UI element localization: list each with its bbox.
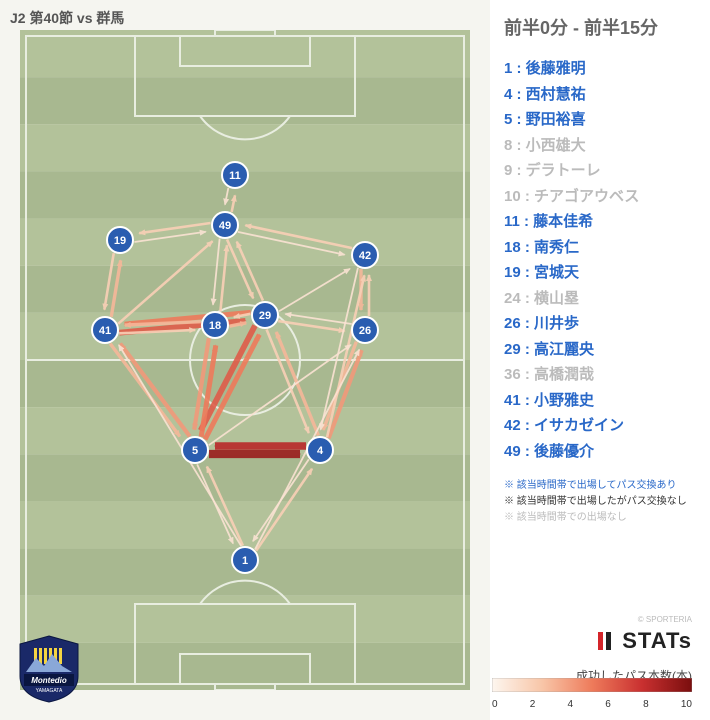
player-item: 49 : 後藤優介 [504,439,700,465]
stats-logo-text: STATs [622,628,692,654]
svg-text:18: 18 [209,320,221,332]
player-item: 8 : 小西雄大 [504,133,700,159]
stats-bar-black [606,632,611,650]
scale-tick: 8 [643,699,649,710]
scale-tick: 2 [530,699,536,710]
player-item: 29 : 高江麗央 [504,337,700,363]
player-list: 1 : 後藤雅明4 : 西村慧祐5 : 野田裕喜8 : 小西雄大9 : デラトー… [504,56,700,464]
scale-gradient [492,678,692,692]
player-item: 1 : 後藤雅明 [504,56,700,82]
svg-text:41: 41 [99,325,111,337]
svg-text:29: 29 [259,310,271,322]
note-active: ※ 該当時間帯で出場してパス交換あり [504,478,700,494]
svg-text:49: 49 [219,220,231,232]
notes: ※ 該当時間帯で出場してパス交換あり ※ 該当時間帯で出場したがパス交換なし ※… [504,478,700,526]
time-range: 前半0分 - 前半15分 [504,14,700,40]
player-item: 9 : デラトーレ [504,158,700,184]
svg-text:4: 4 [317,445,324,457]
player-item: 42 : イサカゼイン [504,413,700,439]
note-absent: ※ 該当時間帯での出場なし [504,510,700,526]
club-badge: Montedio YAMAGATA [14,634,84,704]
scale-tick: 0 [492,699,498,710]
svg-text:1: 1 [242,555,248,567]
pitch-svg: 1 4 5 11 18 19 26 29 41 42 49 [20,30,470,690]
svg-text:42: 42 [359,250,371,262]
scale-bar: 0 2 4 6 8 10 [492,678,692,710]
player-item: 18 : 南秀仁 [504,235,700,261]
svg-text:26: 26 [359,325,371,337]
player-item: 36 : 高橋潤哉 [504,362,700,388]
player-item: 26 : 川井歩 [504,311,700,337]
stats-bar-red [598,632,603,650]
player-item: 24 : 横山塁 [504,286,700,312]
svg-text:5: 5 [192,445,198,457]
copyright-text: © SPORTERIA [638,615,692,624]
sidebar: 前半0分 - 前半15分 1 : 後藤雅明4 : 西村慧祐5 : 野田裕喜8 :… [490,0,710,720]
scale-ticks: 0 2 4 6 8 10 [492,699,692,710]
note-noswap: ※ 該当時間帯で出場したがパス交換なし [504,494,700,510]
pitch-area: J2 第40節 vs 群馬 1 4 5 11 18 19 26 29 41 42 49 Monted… [0,0,490,720]
svg-text:Montedio: Montedio [31,676,67,685]
player-item: 5 : 野田裕喜 [504,107,700,133]
player-item: 10 : チアゴアウベス [504,184,700,210]
scale-tick: 4 [568,699,574,710]
player-item: 4 : 西村慧祐 [504,82,700,108]
stats-logo: STATs [598,628,692,654]
match-title: J2 第40節 vs 群馬 [10,8,124,28]
scale-tick: 10 [681,699,692,710]
svg-text:19: 19 [114,235,126,247]
svg-text:11: 11 [229,170,241,182]
svg-text:YAMAGATA: YAMAGATA [36,688,63,694]
scale-tick: 6 [605,699,611,710]
player-item: 19 : 宮城天 [504,260,700,286]
player-item: 41 : 小野雅史 [504,388,700,414]
player-item: 11 : 藤本佳希 [504,209,700,235]
root-container: J2 第40節 vs 群馬 1451118192629414249 Monted… [0,0,710,720]
stats-mark-icon [598,632,614,650]
